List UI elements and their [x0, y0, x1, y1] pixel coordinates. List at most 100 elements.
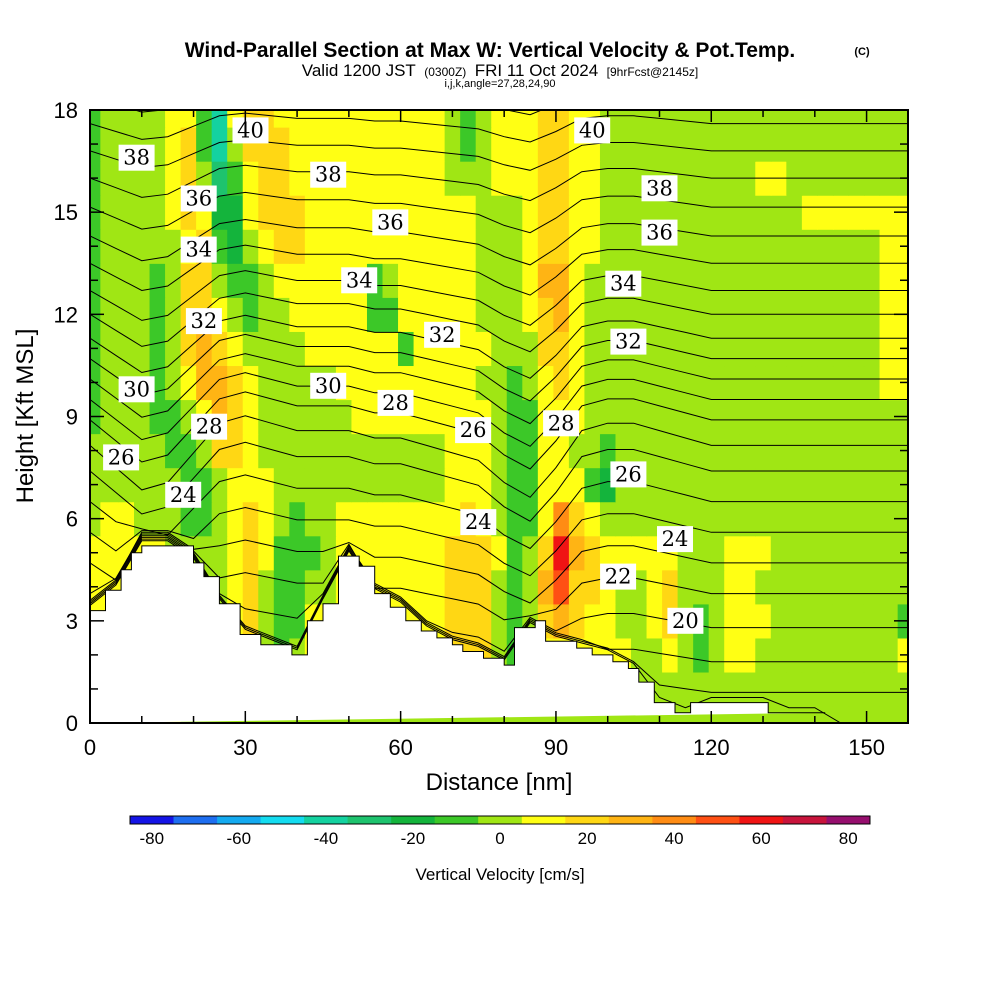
velocity-cell: [211, 365, 228, 401]
velocity-cell: [584, 263, 601, 298]
velocity-cell: [118, 467, 135, 503]
velocity-cell: [429, 399, 446, 435]
contour-label-text: 36: [377, 210, 404, 234]
colorbar-swatch: [434, 816, 479, 824]
velocity-cell: [708, 229, 725, 264]
velocity-cell: [584, 603, 601, 639]
contour-label-text: 38: [123, 146, 150, 170]
contour-label-text: 28: [382, 391, 409, 415]
velocity-cell: [320, 195, 337, 230]
velocity-cell: [724, 195, 741, 230]
velocity-cell: [786, 705, 803, 723]
y-axis-label: Height [Kft MSL]: [12, 329, 39, 504]
chart-subtitle-indices: i,j,k,angle=27,28,24,90: [444, 78, 555, 90]
velocity-cell: [848, 569, 865, 605]
velocity-cell: [848, 705, 865, 723]
velocity-cell: [832, 229, 850, 264]
velocity-cell: [801, 501, 818, 537]
velocity-cell: [646, 569, 663, 605]
velocity-cell: [258, 399, 275, 435]
velocity-cell: [304, 127, 321, 162]
velocity-cell: [786, 331, 803, 367]
contour-label-30: 30: [310, 372, 347, 399]
velocity-cell: [398, 263, 415, 298]
velocity-cell: [289, 467, 306, 503]
colorbar-tick-label: 80: [839, 829, 858, 848]
velocity-cell: [444, 569, 461, 605]
velocity-cell: [320, 501, 337, 537]
colorbar: -80 -60 -40 -20 0 20 40 60 80: [129, 815, 871, 848]
contour-label-box: [641, 219, 678, 246]
velocity-cell: [335, 501, 353, 537]
velocity-cell: [522, 331, 539, 367]
y-tick-label: 6: [66, 507, 78, 532]
velocity-cell: [646, 110, 663, 128]
velocity-cell: [801, 705, 818, 723]
velocity-cell: [134, 467, 151, 503]
velocity-cell: [879, 501, 899, 537]
velocity-cell: [475, 195, 492, 230]
velocity-cell: [801, 467, 818, 503]
contour-label-34: 34: [341, 267, 378, 294]
velocity-cell: [258, 263, 275, 298]
velocity-cell: [724, 637, 741, 673]
velocity-cell: [320, 399, 337, 435]
velocity-cell: [289, 297, 306, 332]
velocity-cell: [879, 637, 899, 673]
velocity-cell: [724, 603, 741, 639]
contour-label-box: [600, 563, 637, 590]
y-tick-label: 18: [54, 98, 78, 123]
velocity-cell: [739, 399, 756, 435]
velocity-cell: [615, 433, 632, 469]
contour-label-26: 26: [455, 417, 492, 444]
velocity-cell: [786, 365, 803, 401]
contour-label-text: 28: [196, 415, 223, 439]
velocity-cell: [366, 161, 384, 196]
velocity-cell: [242, 501, 259, 537]
velocity-cell: [584, 331, 601, 367]
contour-label-text: 26: [460, 418, 487, 442]
velocity-cell: [398, 501, 415, 537]
velocity-cell: [770, 433, 787, 469]
contour-label-box: [610, 461, 647, 488]
velocity-cell: [149, 263, 166, 298]
velocity-cell: [801, 331, 818, 367]
velocity-cell: [522, 263, 539, 298]
velocity-cell: [693, 110, 710, 128]
velocity-cell: [149, 433, 166, 469]
velocity-cell: [522, 161, 539, 196]
velocity-cell: [429, 127, 446, 162]
velocity-cell: [460, 365, 477, 401]
velocity-cell: [879, 110, 899, 128]
velocity-cell: [677, 229, 694, 264]
velocity-cell: [134, 263, 151, 298]
velocity-cell: [848, 263, 865, 298]
velocity-cell: [382, 331, 399, 367]
velocity-cell: [553, 297, 570, 332]
velocity-cell: [273, 467, 290, 503]
velocity-cell: [739, 637, 756, 673]
velocity-cell: [708, 365, 725, 401]
velocity-cell: [693, 161, 710, 196]
contour-label-26: 26: [610, 461, 647, 488]
subtitle-utc: (0300Z): [424, 65, 466, 79]
velocity-cell: [631, 399, 648, 435]
velocity-cell: [227, 263, 244, 298]
velocity-cell: [568, 569, 586, 605]
velocity-cell: [196, 263, 213, 298]
velocity-cell: [817, 569, 834, 605]
velocity-cell: [444, 467, 461, 503]
velocity-cell: [724, 535, 741, 571]
velocity-cell: [522, 467, 539, 503]
velocity-cell: [289, 331, 306, 367]
velocity-cell: [522, 399, 539, 435]
velocity-cell: [553, 263, 570, 298]
contour-label-40: 40: [232, 117, 269, 144]
contour-label-text: 24: [662, 527, 689, 551]
contour-label-box: [377, 389, 414, 416]
velocity-cell: [646, 603, 663, 639]
velocity-cell: [677, 331, 694, 367]
velocity-cell: [537, 127, 554, 162]
velocity-cell: [460, 297, 477, 332]
